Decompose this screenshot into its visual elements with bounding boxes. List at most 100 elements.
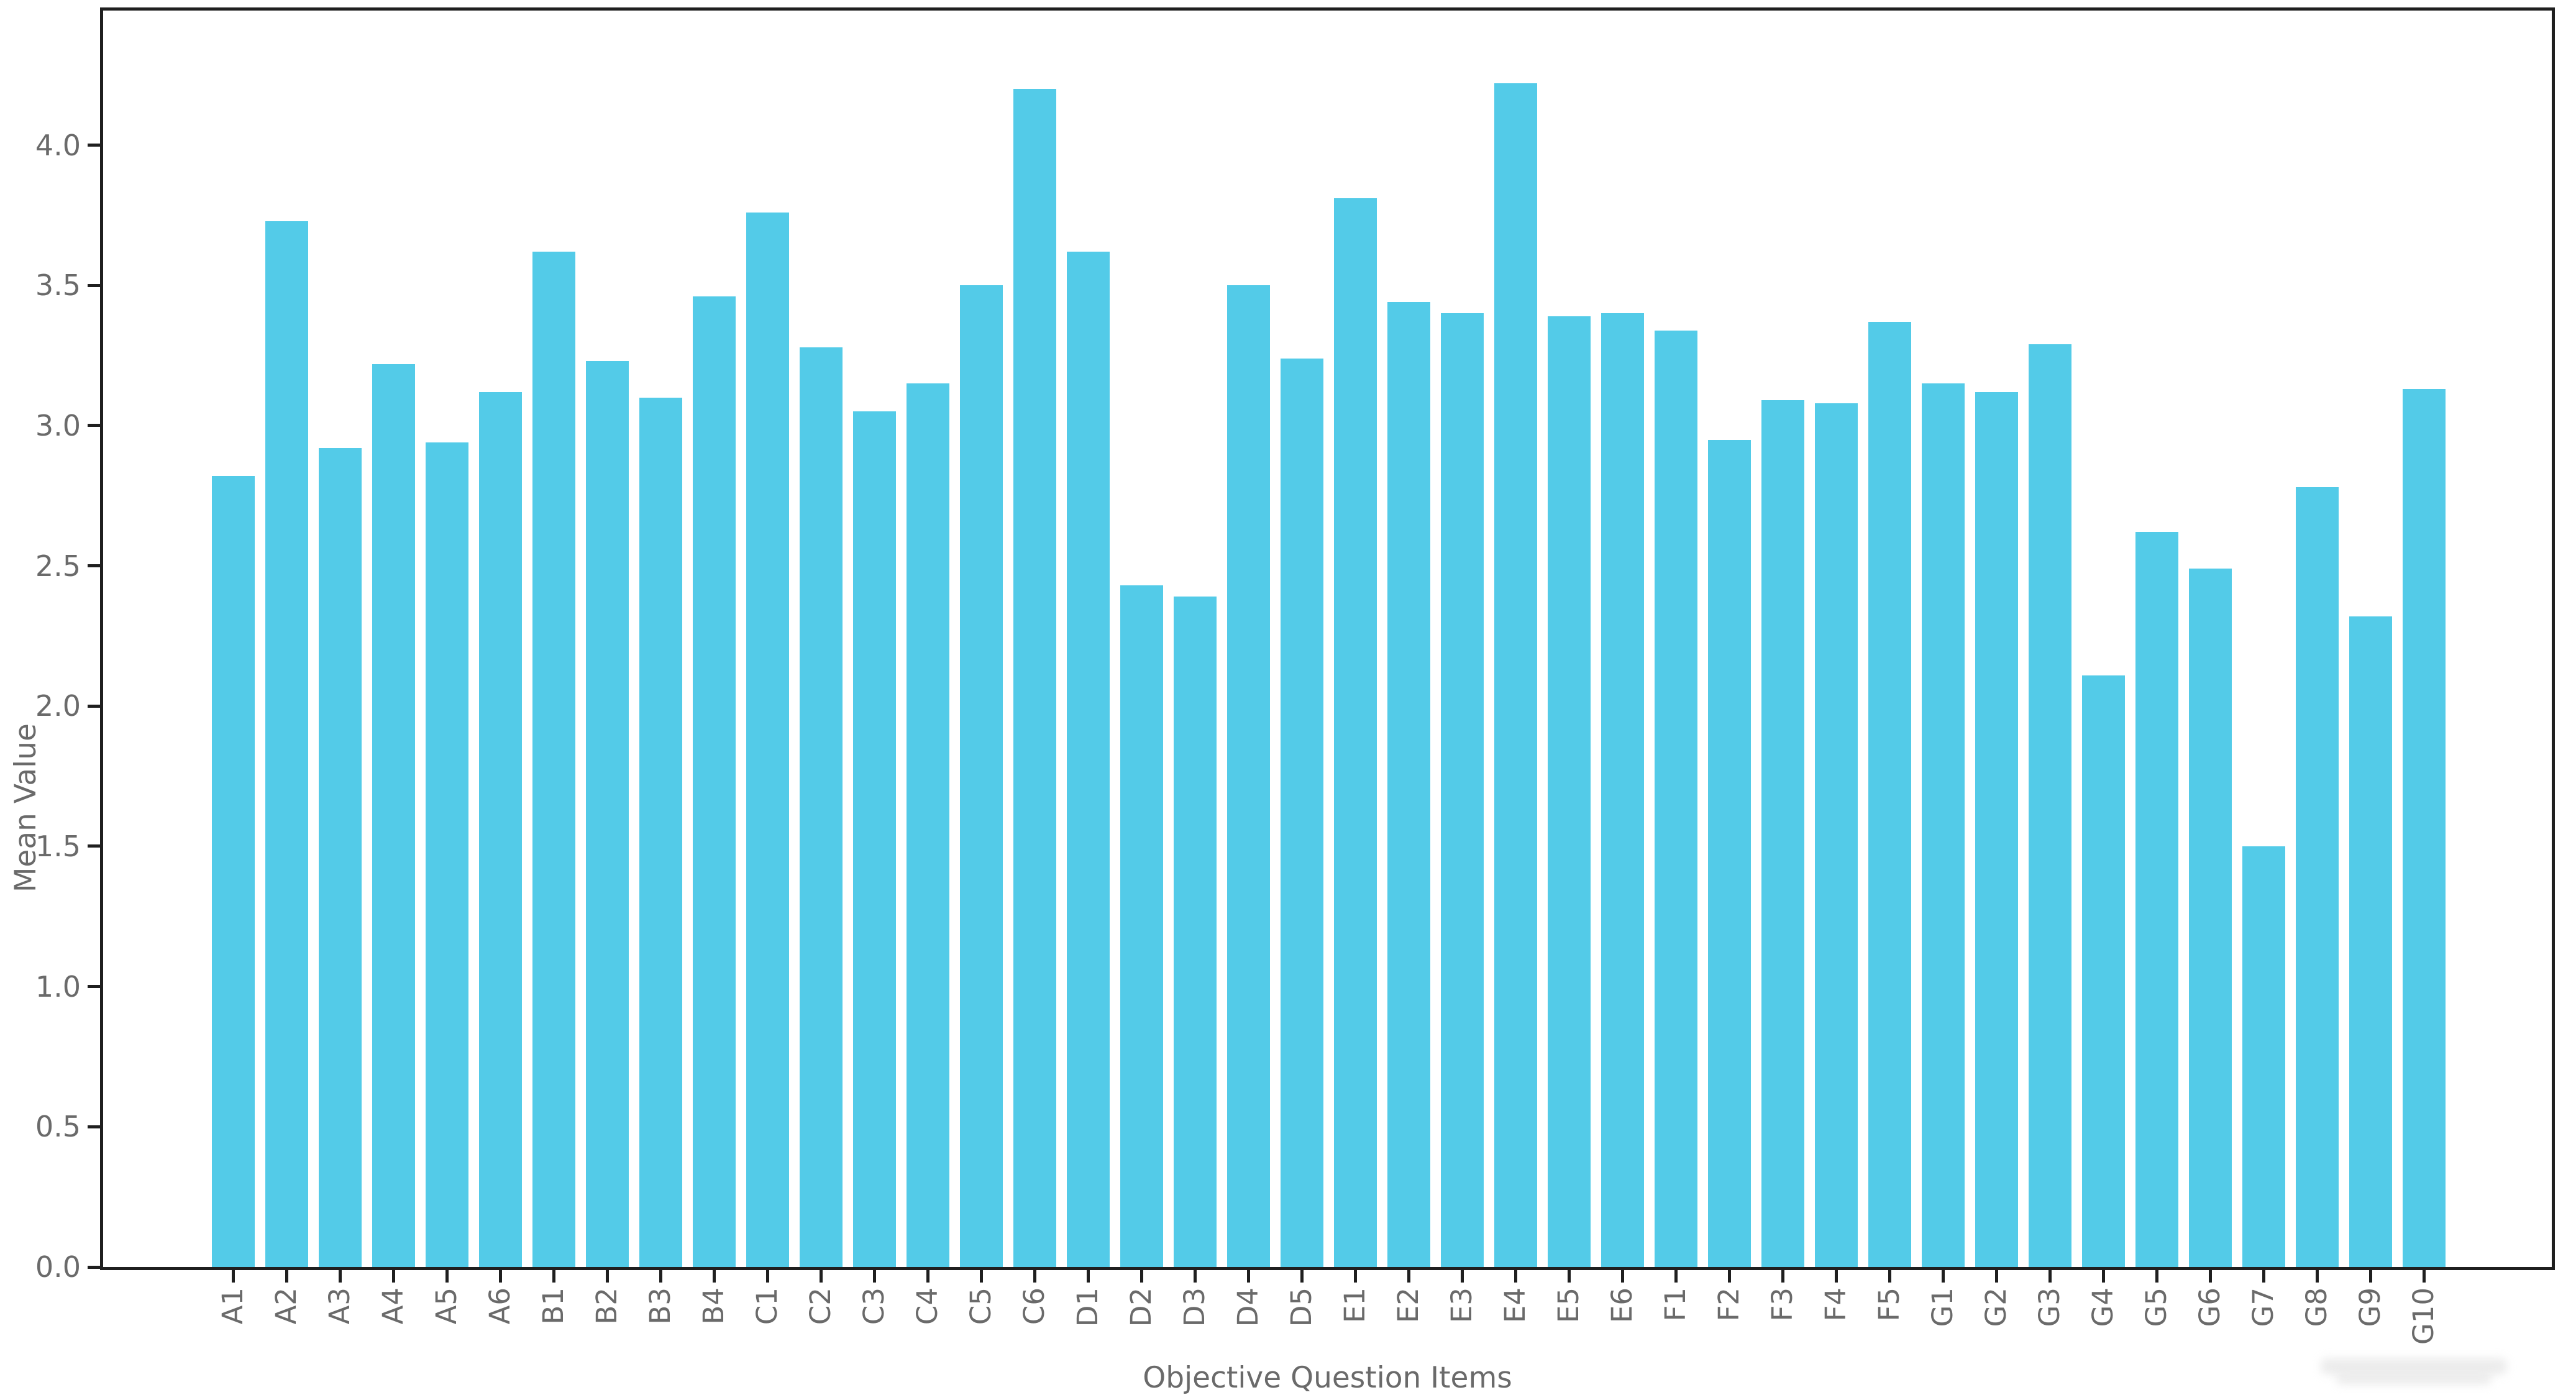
x-tick-label: D5 bbox=[1285, 1288, 1318, 1327]
x-tick-label: C3 bbox=[857, 1288, 890, 1325]
x-tick-mark bbox=[872, 1270, 876, 1283]
bar-G1 bbox=[1921, 383, 1965, 1267]
x-tick-mark bbox=[1033, 1270, 1036, 1283]
x-tick-mark bbox=[1407, 1270, 1410, 1283]
x-tick-mark bbox=[2101, 1270, 2105, 1283]
bar-G8 bbox=[2295, 487, 2339, 1267]
bar-A3 bbox=[318, 448, 362, 1267]
x-tick-label: E6 bbox=[1605, 1288, 1638, 1324]
x-tick-label: E1 bbox=[1338, 1288, 1371, 1324]
bar-E6 bbox=[1601, 313, 1644, 1267]
x-tick-label: F2 bbox=[1712, 1288, 1745, 1322]
y-tick-mark bbox=[88, 704, 100, 708]
y-tick-mark bbox=[88, 424, 100, 428]
bar-D4 bbox=[1226, 285, 1270, 1267]
x-tick-label: A3 bbox=[323, 1288, 356, 1325]
bar-E1 bbox=[1333, 198, 1377, 1267]
x-tick-label: F5 bbox=[1873, 1288, 1906, 1322]
x-tick-label: B3 bbox=[644, 1288, 677, 1325]
x-tick-mark bbox=[2422, 1270, 2426, 1283]
bar-G3 bbox=[2028, 344, 2071, 1267]
x-tick-mark bbox=[552, 1270, 555, 1283]
bar-G7 bbox=[2242, 846, 2285, 1267]
bar-E2 bbox=[1387, 302, 1430, 1267]
bar-A4 bbox=[372, 364, 415, 1267]
y-tick-label: 0.0 bbox=[35, 1250, 81, 1284]
x-tick-mark bbox=[1514, 1270, 1517, 1283]
x-tick-label: C5 bbox=[964, 1288, 997, 1325]
x-tick-mark bbox=[1140, 1270, 1143, 1283]
x-tick-label: C6 bbox=[1018, 1288, 1051, 1325]
bar-E5 bbox=[1547, 316, 1591, 1267]
x-tick-mark bbox=[231, 1270, 235, 1283]
x-tick-label: G1 bbox=[1926, 1288, 1959, 1327]
x-tick-label: G5 bbox=[2140, 1288, 2173, 1327]
x-tick-label: G6 bbox=[2193, 1288, 2226, 1327]
x-tick-label: G7 bbox=[2247, 1288, 2280, 1327]
x-tick-mark bbox=[2155, 1270, 2158, 1283]
x-tick-label: D1 bbox=[1071, 1288, 1104, 1327]
bar-A2 bbox=[265, 221, 308, 1267]
bar-B1 bbox=[532, 252, 575, 1267]
x-tick-mark bbox=[498, 1270, 502, 1283]
y-tick-label: 1.0 bbox=[35, 969, 81, 1004]
x-tick-label: D3 bbox=[1178, 1288, 1211, 1327]
bar-F3 bbox=[1761, 400, 1804, 1267]
x-tick-mark bbox=[1246, 1270, 1250, 1283]
x-tick-label: F3 bbox=[1766, 1288, 1799, 1322]
bar-F1 bbox=[1654, 331, 1697, 1267]
x-tick-mark bbox=[926, 1270, 929, 1283]
bar-B2 bbox=[585, 361, 629, 1267]
watermark bbox=[2336, 1374, 2492, 1384]
y-tick-label: 3.5 bbox=[35, 268, 81, 303]
x-tick-mark bbox=[1567, 1270, 1571, 1283]
bar-C4 bbox=[906, 383, 949, 1267]
bar-C1 bbox=[746, 213, 789, 1267]
y-tick-label: 4.0 bbox=[35, 128, 81, 162]
bar-B3 bbox=[639, 398, 682, 1267]
bar-B4 bbox=[692, 296, 736, 1267]
x-tick-label: C1 bbox=[751, 1288, 783, 1325]
x-tick-label: B2 bbox=[590, 1288, 623, 1325]
x-tick-label: G8 bbox=[2300, 1288, 2333, 1327]
x-tick-mark bbox=[1888, 1270, 1891, 1283]
y-tick-mark bbox=[88, 844, 100, 848]
x-tick-label: G9 bbox=[2354, 1288, 2386, 1327]
x-tick-mark bbox=[1674, 1270, 1678, 1283]
watermark bbox=[2321, 1358, 2507, 1374]
bar-C2 bbox=[799, 347, 843, 1267]
bar-C3 bbox=[852, 411, 896, 1267]
x-tick-label: A6 bbox=[483, 1288, 516, 1325]
bar-G2 bbox=[1975, 392, 2018, 1267]
x-tick-label: A1 bbox=[216, 1288, 249, 1325]
bar-D1 bbox=[1066, 252, 1110, 1267]
x-tick-mark bbox=[445, 1270, 449, 1283]
x-tick-label: E2 bbox=[1392, 1288, 1425, 1324]
x-tick-label: E4 bbox=[1499, 1288, 1532, 1324]
x-axis-label: Objective Question Items bbox=[1143, 1361, 1512, 1395]
bar-A6 bbox=[478, 392, 522, 1267]
x-tick-mark bbox=[1086, 1270, 1090, 1283]
x-tick-label: G2 bbox=[1980, 1288, 2012, 1327]
x-tick-label: D4 bbox=[1231, 1288, 1264, 1327]
x-tick-mark bbox=[1460, 1270, 1464, 1283]
bar-C6 bbox=[1013, 89, 1056, 1267]
x-tick-label: D2 bbox=[1125, 1288, 1158, 1327]
bar-D2 bbox=[1120, 585, 1163, 1267]
x-tick-mark bbox=[2208, 1270, 2212, 1283]
y-tick-label: 0.5 bbox=[35, 1110, 81, 1144]
x-tick-mark bbox=[1300, 1270, 1304, 1283]
bar-G9 bbox=[2349, 616, 2392, 1267]
y-tick-mark bbox=[88, 144, 100, 147]
x-tick-mark bbox=[1941, 1270, 1945, 1283]
y-axis-label: Mean Value bbox=[9, 723, 43, 893]
bar-F2 bbox=[1707, 440, 1751, 1267]
bar-D3 bbox=[1173, 597, 1217, 1267]
x-tick-label: C2 bbox=[804, 1288, 837, 1325]
bar-A5 bbox=[425, 442, 468, 1267]
x-tick-label: F1 bbox=[1659, 1288, 1692, 1322]
bar-G6 bbox=[2188, 569, 2232, 1267]
bar-C5 bbox=[959, 285, 1003, 1267]
x-tick-mark bbox=[1620, 1270, 1624, 1283]
